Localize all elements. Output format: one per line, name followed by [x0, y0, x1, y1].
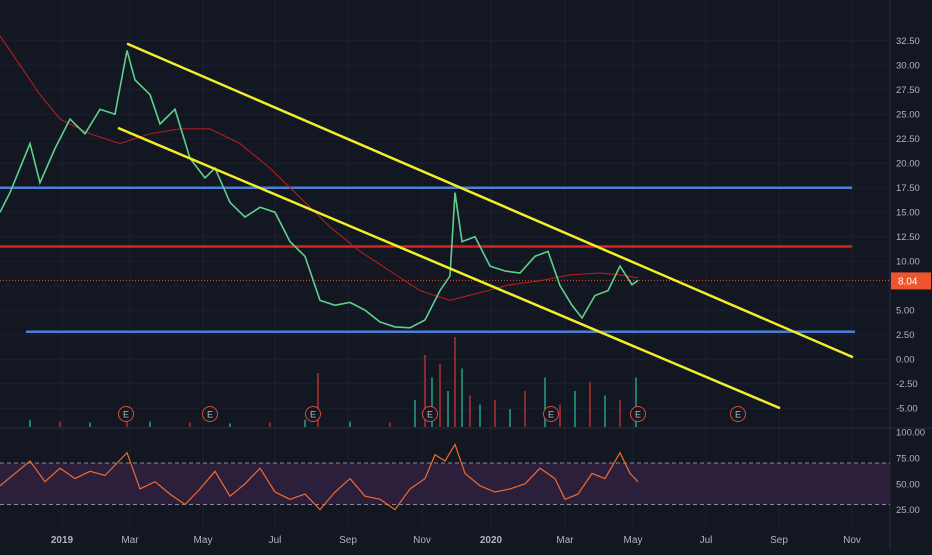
price-tick-label: 32.50 — [896, 36, 920, 47]
volume-bar — [469, 395, 471, 427]
volume-bar — [229, 423, 231, 427]
volume-bar — [59, 421, 61, 427]
volume-bar — [494, 400, 496, 427]
earnings-marker[interactable] — [543, 406, 559, 422]
last-price-badge: 8.04 — [891, 272, 931, 290]
volume-bar — [414, 400, 416, 427]
volume-bar — [89, 422, 91, 427]
time-tick-label: Sep — [339, 535, 357, 546]
price-tick-label: 10.00 — [896, 257, 920, 268]
volume-bar — [619, 400, 621, 427]
volume-bar — [439, 364, 441, 427]
volume-bars — [29, 337, 637, 427]
last-price-badge-bg — [891, 272, 931, 290]
price-line — [0, 50, 639, 329]
volume-bar — [269, 422, 271, 427]
horizontal-levels — [0, 186, 890, 334]
price-tick-label: 17.50 — [896, 183, 920, 194]
volume-bar — [389, 422, 391, 427]
earnings-marker-label: E — [427, 410, 433, 420]
time-tick-label: Nov — [843, 535, 861, 546]
volume-bar — [524, 391, 526, 427]
rsi-tick-label: 100.00 — [896, 428, 925, 439]
price-tick-label: 12.50 — [896, 232, 920, 243]
earnings-marker[interactable] — [422, 406, 438, 422]
volume-bar — [447, 391, 449, 427]
earnings-marker[interactable] — [202, 406, 218, 422]
earnings-marker-label: E — [123, 410, 129, 420]
rsi-panel — [0, 442, 890, 511]
volume-bar — [29, 419, 31, 427]
price-tick-label: 20.00 — [896, 159, 920, 170]
volume-bar — [479, 404, 481, 427]
earnings-marker[interactable] — [118, 406, 134, 422]
volume-bar — [604, 395, 606, 427]
earnings-marker-label: E — [310, 410, 316, 420]
earnings-marker[interactable] — [730, 406, 746, 422]
volume-bar — [589, 382, 591, 427]
rsi-band-fill — [0, 463, 890, 505]
volume-bar — [461, 368, 463, 427]
time-tick-label: Nov — [413, 535, 431, 546]
time-tick-label: Jul — [700, 535, 713, 546]
price-tick-label: 30.00 — [896, 61, 920, 72]
rsi-tick-label: 50.00 — [896, 479, 920, 490]
price-tick-label: 22.50 — [896, 134, 920, 145]
time-tick-label: Sep — [770, 535, 788, 546]
earnings-marker-label: E — [735, 410, 741, 420]
volume-bar — [559, 404, 561, 427]
price-tick-label: 2.50 — [896, 330, 915, 341]
earnings-marker[interactable] — [630, 406, 646, 422]
volume-bar — [149, 421, 151, 427]
volume-bar — [509, 409, 511, 427]
trend-channel — [117, 42, 854, 410]
volume-bar — [431, 377, 433, 427]
volume-bar — [574, 391, 576, 427]
time-axis[interactable]: 2019 Mar May Jul Sep Nov 2020 Mar May Jul Sep Nov — [51, 535, 861, 546]
price-tick-label: 5.00 — [896, 306, 915, 317]
time-tick-label: Mar — [556, 535, 574, 546]
rsi-line — [0, 442, 639, 511]
time-tick-label: 2019 — [51, 535, 74, 546]
price-series — [0, 50, 639, 329]
time-tick-label: 2020 — [480, 535, 503, 546]
time-tick-label: May — [624, 535, 643, 546]
price-tick-label: 0.00 — [896, 355, 915, 366]
last-price-badge-label: 8.04 — [898, 276, 918, 287]
volume-bar — [189, 422, 191, 427]
volume-bar — [544, 377, 546, 427]
volume-bar — [349, 421, 351, 427]
earnings-marker-label: E — [548, 410, 554, 420]
rsi-tick-label: 25.00 — [896, 505, 920, 516]
time-tick-label: Jul — [269, 535, 282, 546]
earnings-marker-label: E — [207, 410, 213, 420]
price-tick-label: -5.00 — [896, 404, 918, 415]
price-tick-label: 25.00 — [896, 110, 920, 121]
time-tick-label: May — [194, 535, 213, 546]
volume-bar — [317, 373, 319, 427]
volume-bar — [304, 419, 306, 427]
price-tick-label: -2.50 — [896, 379, 918, 390]
earnings-marker[interactable] — [305, 406, 321, 422]
rsi-tick-label: 75.00 — [896, 453, 920, 464]
earnings-marker-label: E — [635, 410, 641, 420]
volume-bar — [454, 337, 456, 427]
price-tick-label: 27.50 — [896, 85, 920, 96]
price-tick-label: 15.00 — [896, 208, 920, 219]
channel-lower-line — [117, 126, 781, 410]
volume-bar — [635, 377, 637, 427]
time-tick-label: Mar — [121, 535, 139, 546]
volume-bar — [424, 355, 426, 427]
channel-upper-line — [126, 42, 854, 359]
